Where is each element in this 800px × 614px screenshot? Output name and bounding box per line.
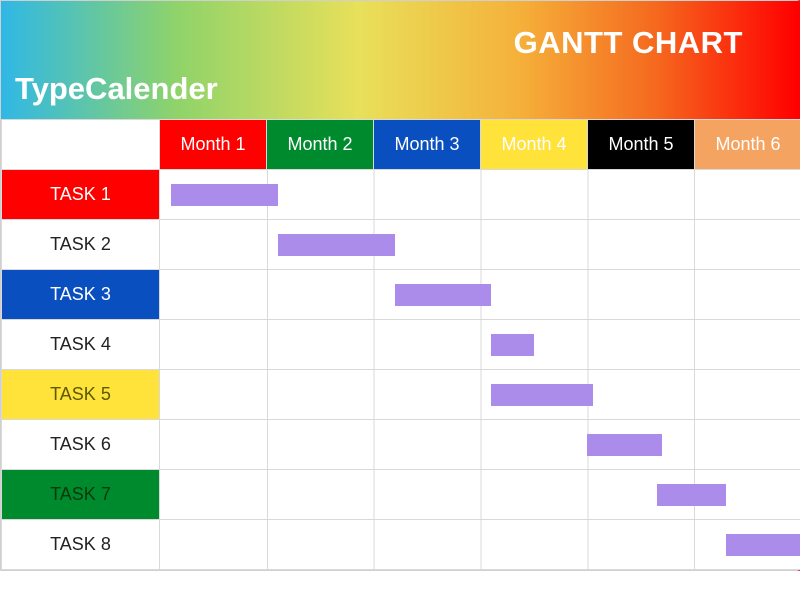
task-row-6: TASK 6 — [2, 420, 800, 470]
month-header-5: Month 5 — [588, 120, 695, 170]
timeline-cell-1 — [160, 170, 800, 220]
task-label-7: TASK 7 — [2, 470, 160, 520]
brand-name: TypeCalender — [15, 71, 218, 107]
task-row-4: TASK 4 — [2, 320, 800, 370]
task-label-4: TASK 4 — [2, 320, 160, 370]
gantt-bar-1 — [171, 184, 278, 206]
month-header-1: Month 1 — [160, 120, 267, 170]
chart-title: GANTT CHART — [514, 25, 743, 61]
month-header-2: Month 2 — [267, 120, 374, 170]
month-header-3: Month 3 — [374, 120, 481, 170]
header-row: TASKS Month 1Month 2Month 3Month 4Month … — [2, 120, 800, 170]
task-row-2: TASK 2 — [2, 220, 800, 270]
gantt-chart-container: GANTT CHART TypeCalender TASKS Month 1Mo… — [0, 0, 800, 571]
task-label-8: TASK 8 — [2, 520, 160, 570]
gantt-bar-2 — [278, 234, 396, 256]
timeline-cell-2 — [160, 220, 800, 270]
task-row-5: TASK 5 — [2, 370, 800, 420]
task-label-1: TASK 1 — [2, 170, 160, 220]
task-label-3: TASK 3 — [2, 270, 160, 320]
gantt-bar-8 — [726, 534, 800, 556]
timeline-cell-8 — [160, 520, 800, 570]
timeline-cell-5 — [160, 370, 800, 420]
header-banner: GANTT CHART TypeCalender — [1, 1, 797, 119]
month-header-6: Month 6 — [695, 120, 800, 170]
gantt-bar-4 — [491, 334, 534, 356]
gantt-bar-5 — [491, 384, 592, 406]
timeline-cell-6 — [160, 420, 800, 470]
task-row-8: TASK 8 — [2, 520, 800, 570]
timeline-cell-4 — [160, 320, 800, 370]
timeline-cell-3 — [160, 270, 800, 320]
task-label-5: TASK 5 — [2, 370, 160, 420]
gantt-bar-3 — [395, 284, 491, 306]
gantt-bar-7 — [657, 484, 726, 506]
task-label-6: TASK 6 — [2, 420, 160, 470]
gantt-table: TASKS Month 1Month 2Month 3Month 4Month … — [1, 119, 800, 570]
timeline-cell-7 — [160, 470, 800, 520]
corner-header: TASKS — [2, 120, 160, 170]
task-row-7: TASK 7 — [2, 470, 800, 520]
gantt-body: TASK 1TASK 2TASK 3TASK 4TASK 5TASK 6TASK… — [2, 170, 800, 570]
gantt-bar-6 — [587, 434, 662, 456]
task-label-2: TASK 2 — [2, 220, 160, 270]
task-row-1: TASK 1 — [2, 170, 800, 220]
task-row-3: TASK 3 — [2, 270, 800, 320]
month-header-4: Month 4 — [481, 120, 588, 170]
